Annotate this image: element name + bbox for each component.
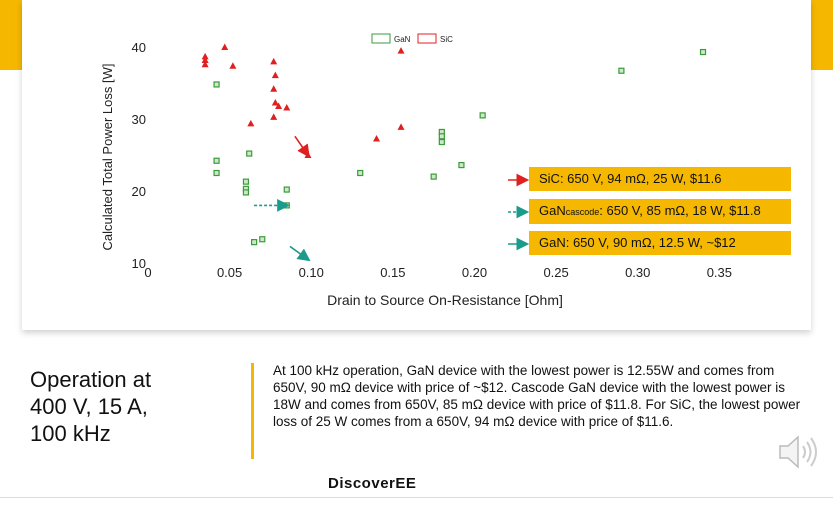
x-tick-label: 0.30 xyxy=(625,265,650,280)
data-point-sic xyxy=(283,103,291,111)
callout-gan-cascode: GaNcascode: 650 V, 85 mΩ, 18 W, $11.8 xyxy=(529,199,791,224)
data-point-gan xyxy=(213,157,220,164)
data-point-gan xyxy=(438,133,445,140)
data-point-gan xyxy=(242,178,250,185)
data-point-gan xyxy=(213,81,220,88)
data-point-gan xyxy=(246,150,253,157)
scatter-chart: 0 0.05 0.10 0.15 0.20 0.25 0.30 0.35 10 20 30 40 Dra… xyxy=(100,33,732,308)
bottom-rule xyxy=(0,497,833,498)
data-point-gan xyxy=(430,173,437,180)
data-point-gan xyxy=(618,67,625,74)
callout-gan-cascode-suffix: : 650 V, 85 mΩ, 18 W, $11.8 xyxy=(599,203,761,218)
brand-logo-text: DiscoverEE xyxy=(328,475,417,492)
callout-sic: SiC: 650 V, 94 mΩ, 25 W, $11.6 xyxy=(529,167,791,191)
x-axis-label: Drain to Source On-Resistance [Ohm] xyxy=(327,292,563,308)
data-point-sic xyxy=(270,57,278,65)
data-point-gan xyxy=(438,138,445,146)
data-point-sic xyxy=(229,62,237,69)
y-tick-label: 40 xyxy=(132,40,146,55)
callout-gan: GaN: 650 V, 90 mΩ, 12.5 W, ~$12 xyxy=(529,231,791,255)
annotation-arrow xyxy=(289,245,311,262)
speaker-icon[interactable] xyxy=(776,432,822,472)
data-point-sic xyxy=(270,113,278,120)
legend-swatch-gan xyxy=(371,33,391,44)
data-point-sic xyxy=(397,123,405,130)
data-point-gan xyxy=(213,169,220,177)
data-point-gan xyxy=(458,161,465,169)
data-point-gan xyxy=(699,48,707,56)
y-tick-label: 20 xyxy=(132,184,146,199)
legend-label-sic: SiC xyxy=(440,35,453,44)
data-point-gan xyxy=(251,239,258,246)
data-point-sic xyxy=(373,134,381,142)
x-tick-label: 0 xyxy=(144,265,151,280)
data-point-gan xyxy=(357,169,364,177)
data-point-sic xyxy=(275,102,283,110)
callout-gan-cascode-prefix: GaN xyxy=(539,203,566,218)
data-point-sic xyxy=(221,43,229,50)
y-tick-label: 10 xyxy=(132,256,146,271)
data-point-gan xyxy=(283,186,290,193)
x-tick-label: 0.25 xyxy=(543,265,568,280)
operation-caption: Operation at 400 V, 15 A, 100 kHz xyxy=(30,367,152,446)
annotation-arrow xyxy=(294,135,310,158)
x-tick-label: 0.10 xyxy=(299,265,324,280)
callout-gan-text: GaN: 650 V, 90 mΩ, 12.5 W, ~$12 xyxy=(539,235,736,250)
data-point-gan xyxy=(479,112,486,119)
data-point-sic xyxy=(201,60,209,68)
legend-label-gan: GaN xyxy=(394,35,411,44)
accent-bar-left xyxy=(0,0,22,70)
accent-bar-right xyxy=(811,0,833,70)
data-point-gan xyxy=(242,189,250,196)
data-point-gan xyxy=(259,236,266,243)
x-tick-label: 0.35 xyxy=(707,265,732,280)
data-point-sic xyxy=(201,52,209,60)
callout-gan-cascode-sub: cascode xyxy=(565,207,600,217)
x-tick-label: 0.20 xyxy=(462,265,487,280)
description-text: At 100 kHz operation, GaN device with th… xyxy=(273,363,801,429)
caption-divider xyxy=(251,363,254,459)
legend-swatch-sic xyxy=(417,33,437,44)
y-tick-label: 30 xyxy=(132,112,146,127)
data-point-sic xyxy=(201,56,209,63)
data-point-sic xyxy=(247,119,255,127)
chart-panel: 0 0.05 0.10 0.15 0.20 0.25 0.30 0.35 10 20 30 40 Dra… xyxy=(22,0,811,330)
callout-sic-text: SiC: 650 V, 94 mΩ, 25 W, $11.6 xyxy=(539,171,722,186)
x-tick-label: 0.15 xyxy=(380,265,405,280)
data-point-sic xyxy=(271,98,279,106)
data-point-sic xyxy=(270,85,278,92)
data-point-sic xyxy=(397,47,405,54)
data-point-sic xyxy=(271,71,279,79)
x-tick-label: 0.05 xyxy=(217,265,242,280)
y-axis-label: Calculated Total Power Loss [W] xyxy=(100,64,115,251)
